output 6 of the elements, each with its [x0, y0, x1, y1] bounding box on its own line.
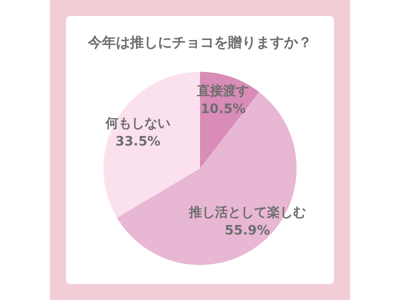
data-label: 33.5%	[115, 134, 160, 150]
chart-title: 今年は推しにチョコを贈りますか？	[87, 35, 312, 52]
data-label: 55.9%	[224, 223, 270, 238]
data-label: 10.5%	[200, 102, 246, 118]
slice-label: 推し活として楽しむ	[188, 205, 306, 220]
slice-label: 何もしない	[104, 116, 170, 132]
